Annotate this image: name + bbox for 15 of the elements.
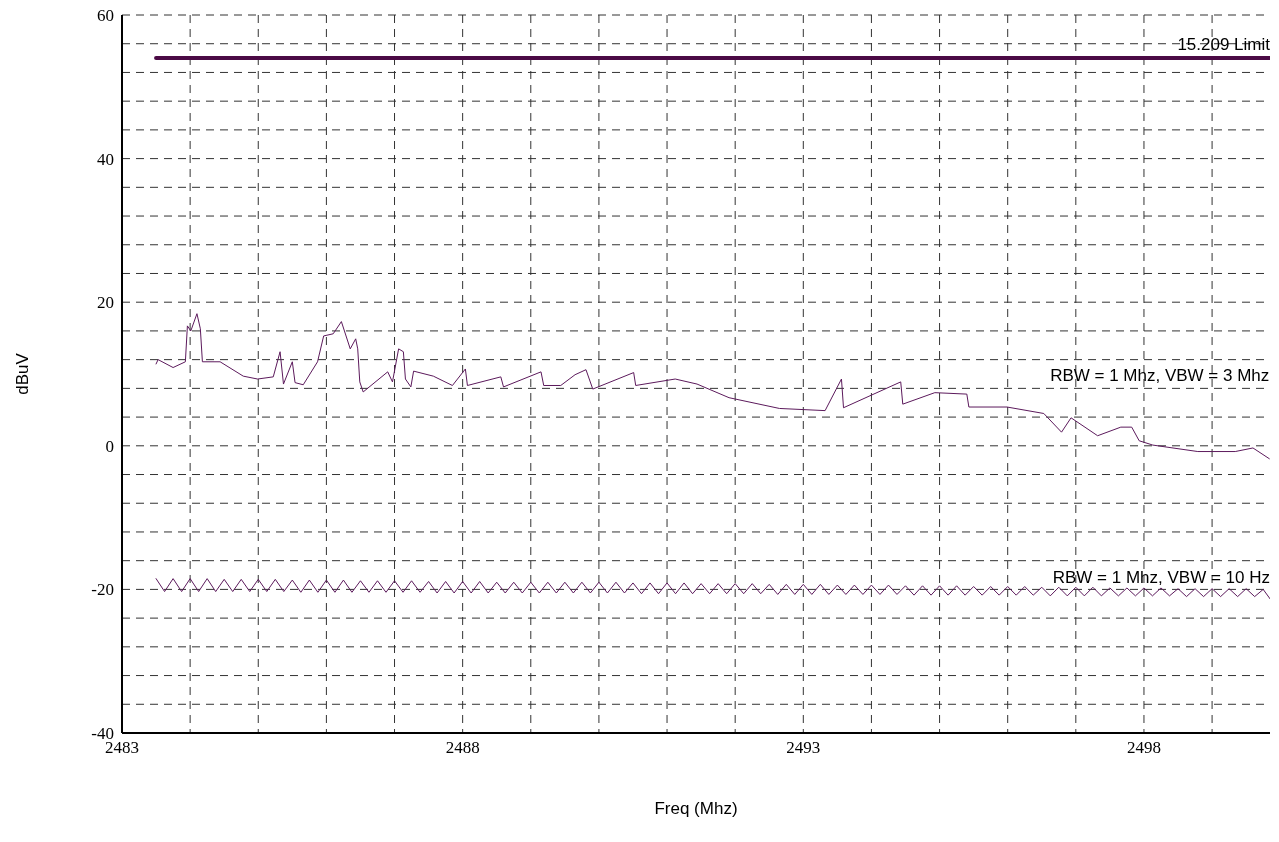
series-label: RBW = 1 Mhz, VBW = 3 Mhz (1050, 365, 1270, 385)
y-tick-label: 60 (97, 6, 114, 26)
y-tick-label: 0 (105, 436, 114, 456)
series-label: 15.209 Limit (1177, 35, 1271, 55)
line-series (155, 313, 1270, 460)
x-tick-label: 2488 (445, 738, 480, 758)
x-tick-label: 2493 (786, 738, 821, 758)
y-tick-label: -20 (91, 580, 114, 600)
y-axis-title: dBuV (13, 352, 33, 395)
series-label: RBW = 1 Mhz, VBW = 10 Hz (1052, 567, 1270, 587)
x-axis-title: Freq (Mhz) (654, 799, 738, 818)
x-tick-label: 2498 (1126, 738, 1161, 758)
y-tick-label: 40 (97, 149, 114, 169)
x-tick-label: 2483 (105, 738, 139, 758)
y-tick-label: 20 (97, 293, 114, 313)
